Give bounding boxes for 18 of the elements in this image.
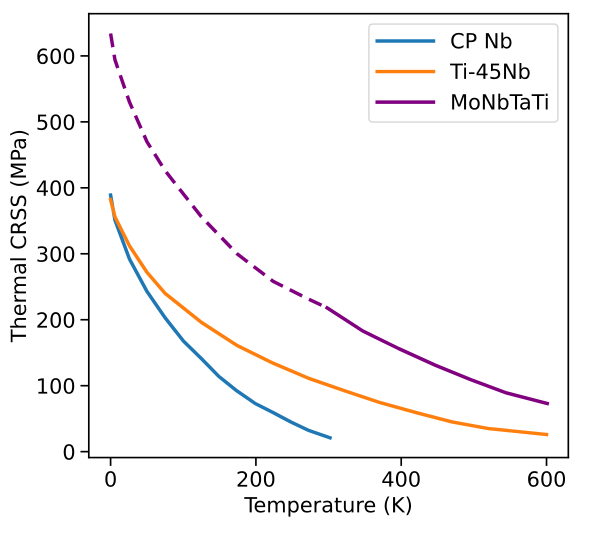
legend-label: Ti-45Nb: [450, 63, 530, 80]
legend-label: CP Nb: [451, 32, 512, 49]
y-tick-label: 0: [64, 444, 74, 460]
y-axis-title: Thermal CRSS (MPa): [10, 130, 29, 342]
y-tick-label: 500: [37, 114, 74, 130]
x-axis-title: Temperature (K): [244, 496, 412, 517]
x-tick-label: 600: [528, 471, 566, 487]
y-tick-label: 200: [37, 312, 74, 328]
legend-label: MoNbTaTi: [452, 94, 548, 110]
y-tick-label: 600: [37, 48, 74, 64]
y-tick-label: 100: [38, 378, 74, 394]
x-tick-label: 0: [105, 471, 116, 487]
x-tick-label: 400: [382, 471, 420, 487]
y-tick-label: 400: [36, 180, 74, 196]
x-tick-label: 200: [238, 471, 274, 487]
line-series: [108, 193, 332, 440]
y-tick-label: 300: [37, 246, 74, 262]
line-series: [108, 198, 548, 436]
